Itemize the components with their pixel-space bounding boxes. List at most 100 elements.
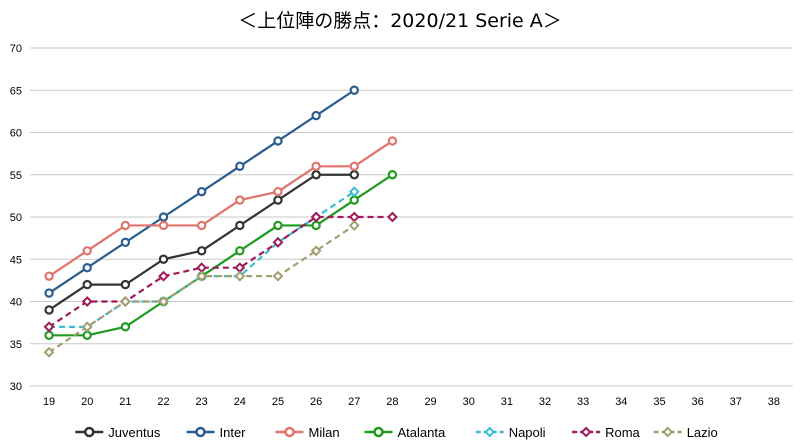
x-tick-label: 23 bbox=[196, 396, 208, 408]
data-point bbox=[119, 296, 131, 307]
data-point bbox=[273, 195, 283, 205]
legend-marker bbox=[373, 426, 384, 438]
legend-item-juventus: Juventus bbox=[75, 425, 161, 440]
series-layer bbox=[43, 85, 398, 358]
legend-item-napoli: Napoli bbox=[475, 425, 546, 440]
data-point bbox=[82, 279, 92, 290]
y-tick-label: 40 bbox=[10, 297, 22, 309]
legend-label: Lazio bbox=[687, 425, 718, 440]
legend-item-milan: Milan bbox=[275, 425, 340, 440]
legend-marker bbox=[580, 426, 592, 438]
series-line-atalanta bbox=[49, 173, 394, 337]
data-point bbox=[196, 270, 208, 282]
data-point bbox=[81, 321, 93, 333]
x-tick-label: 33 bbox=[577, 396, 589, 408]
legend: Juventus Inter Milan Atalanta Napoli Roma Lazi… bbox=[75, 425, 718, 440]
data-point bbox=[158, 254, 169, 264]
x-tick-label: 26 bbox=[310, 396, 322, 408]
grid-layer bbox=[30, 47, 793, 387]
data-point bbox=[235, 161, 245, 171]
x-tick-label: 21 bbox=[119, 396, 131, 408]
data-point bbox=[348, 211, 360, 223]
data-point bbox=[311, 170, 321, 180]
y-tick-label: 65 bbox=[10, 85, 22, 97]
data-point bbox=[272, 236, 284, 248]
data-point bbox=[44, 288, 54, 298]
data-point bbox=[349, 195, 359, 205]
legend-label: Atalanta bbox=[398, 425, 446, 440]
chart-title: ＜上位陣の勝点：2020/21 Serie A＞ bbox=[238, 10, 562, 32]
data-point bbox=[82, 246, 92, 256]
y-tick-label: 70 bbox=[10, 43, 22, 55]
data-point bbox=[43, 346, 55, 358]
y-tick-label: 30 bbox=[10, 381, 22, 393]
data-point bbox=[349, 170, 359, 180]
x-tick-label: 28 bbox=[386, 396, 398, 408]
data-point bbox=[158, 296, 169, 307]
x-tick-label: 19 bbox=[43, 396, 55, 408]
data-point bbox=[310, 245, 322, 257]
legend-label: Juventus bbox=[108, 425, 161, 440]
x-tick-label: 37 bbox=[730, 396, 742, 408]
data-point bbox=[81, 296, 93, 307]
series-milan bbox=[44, 136, 398, 281]
data-point bbox=[120, 322, 131, 332]
data-point bbox=[348, 186, 360, 198]
data-point bbox=[196, 220, 207, 231]
y-axis: 30 35 40 45 50 55 60 65 70 bbox=[10, 43, 22, 393]
data-point bbox=[44, 305, 54, 315]
data-point bbox=[44, 271, 54, 281]
data-point bbox=[311, 110, 321, 121]
legend-marker bbox=[284, 426, 295, 438]
x-tick-label: 36 bbox=[692, 396, 704, 408]
data-point bbox=[387, 211, 398, 223]
data-point bbox=[196, 246, 207, 256]
data-point bbox=[273, 220, 283, 231]
data-point bbox=[349, 85, 359, 95]
data-point bbox=[273, 136, 283, 146]
data-point bbox=[82, 330, 92, 340]
data-point bbox=[272, 270, 284, 282]
x-tick-label: 30 bbox=[463, 396, 475, 408]
y-tick-label: 60 bbox=[10, 128, 22, 140]
data-point bbox=[273, 186, 283, 197]
x-tick-label: 32 bbox=[539, 396, 551, 408]
data-point bbox=[235, 246, 245, 256]
legend-marker bbox=[662, 426, 674, 438]
x-tick-label: 34 bbox=[615, 396, 627, 408]
legend-item-atalanta: Atalanta bbox=[364, 425, 446, 440]
data-point bbox=[158, 212, 169, 222]
data-point bbox=[120, 279, 131, 290]
series-atalanta bbox=[44, 170, 398, 340]
series-line-roma bbox=[48, 215, 393, 328]
data-point bbox=[387, 136, 398, 146]
legend-item-lazio: Lazio bbox=[653, 425, 718, 440]
series-inter bbox=[44, 85, 359, 298]
data-point bbox=[120, 237, 131, 248]
data-point bbox=[235, 220, 245, 231]
data-point bbox=[235, 195, 245, 205]
data-point bbox=[311, 220, 321, 231]
x-tick-label: 27 bbox=[348, 396, 360, 408]
legend-label: Milan bbox=[309, 425, 340, 440]
data-point bbox=[43, 321, 55, 333]
x-tick-label: 31 bbox=[501, 396, 513, 408]
y-tick-label: 55 bbox=[10, 170, 22, 182]
x-tick-label: 25 bbox=[272, 396, 284, 408]
x-tick-label: 22 bbox=[157, 396, 169, 408]
legend-item-inter: Inter bbox=[186, 425, 246, 440]
data-point bbox=[44, 330, 54, 340]
data-point bbox=[120, 220, 131, 231]
legend-item-roma: Roma bbox=[572, 425, 641, 440]
x-tick-label: 35 bbox=[653, 396, 665, 408]
data-point bbox=[196, 186, 207, 197]
x-tick-label: 38 bbox=[768, 396, 780, 408]
data-point bbox=[158, 270, 169, 282]
data-point bbox=[158, 220, 169, 231]
legend-label: Roma bbox=[605, 425, 640, 440]
x-axis: 19 20 21 22 23 24 25 26 27 28 29 30 31 32 33 34 35 36 37 38 bbox=[43, 396, 780, 408]
legend-marker bbox=[84, 426, 95, 438]
data-point bbox=[349, 161, 359, 171]
data-point bbox=[348, 220, 360, 231]
